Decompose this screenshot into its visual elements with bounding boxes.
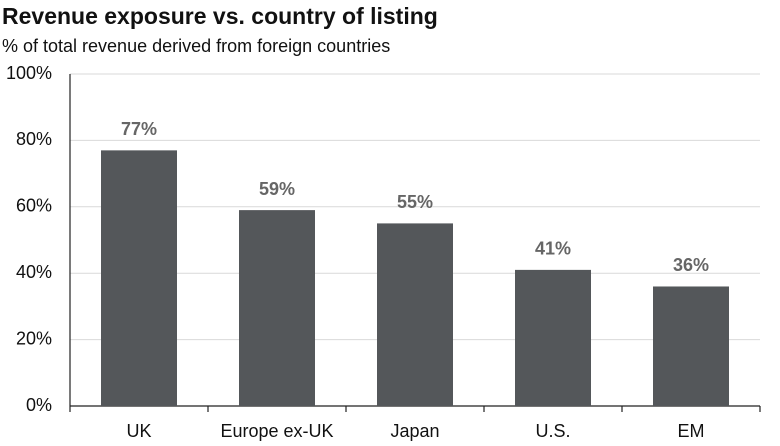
y-tick-label: 40% — [16, 262, 52, 282]
value-label: 55% — [397, 192, 433, 212]
y-tick-label: 0% — [26, 395, 52, 415]
y-tick-label: 100% — [6, 63, 52, 83]
chart-subtitle: % of total revenue derived from foreign … — [2, 36, 390, 56]
value-label: 41% — [535, 239, 571, 259]
chart-title: Revenue exposure vs. country of listing — [2, 3, 438, 29]
x-tick-label: UK — [126, 421, 151, 441]
x-tick-label: Europe ex-UK — [220, 421, 333, 441]
value-label: 77% — [121, 119, 157, 139]
bar — [515, 269, 591, 406]
y-tick-label: 20% — [16, 328, 52, 348]
x-tick-label: Japan — [390, 421, 439, 441]
x-tick-label: EM — [678, 421, 705, 441]
bar — [101, 150, 177, 406]
bar — [239, 210, 315, 406]
y-tick-label: 60% — [16, 196, 52, 216]
bar — [653, 286, 729, 406]
value-label: 36% — [673, 255, 709, 275]
y-tick-label: 80% — [16, 129, 52, 149]
x-tick-label: U.S. — [535, 421, 570, 441]
value-label: 59% — [259, 179, 295, 199]
bar — [377, 223, 453, 406]
